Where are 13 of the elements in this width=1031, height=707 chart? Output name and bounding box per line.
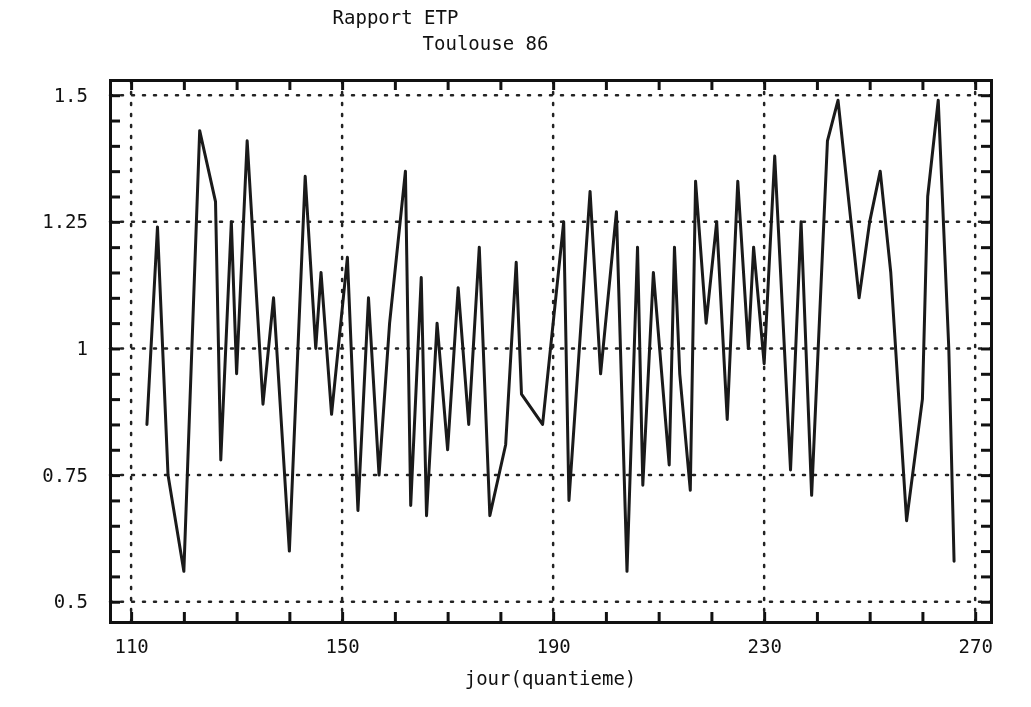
y-tick-label: 0.75	[42, 463, 88, 486]
x-tick-label: 230	[747, 635, 782, 658]
y-tick-label: 1	[76, 337, 88, 360]
x-tick-label: 150	[325, 635, 360, 658]
chart-title: Rapport ETP	[332, 6, 459, 28]
chart-subtitle: Toulouse 86	[422, 32, 549, 54]
x-tick-label: 190	[536, 635, 571, 658]
x-axis-title: jour(quantieme)	[464, 667, 637, 689]
x-tick-label: 270	[958, 635, 993, 658]
y-tick-label: 1.5	[53, 83, 88, 106]
x-tick-label: 110	[114, 635, 149, 658]
y-tick-label: 1.25	[42, 210, 88, 233]
y-tick-label: 0.5	[53, 590, 88, 613]
